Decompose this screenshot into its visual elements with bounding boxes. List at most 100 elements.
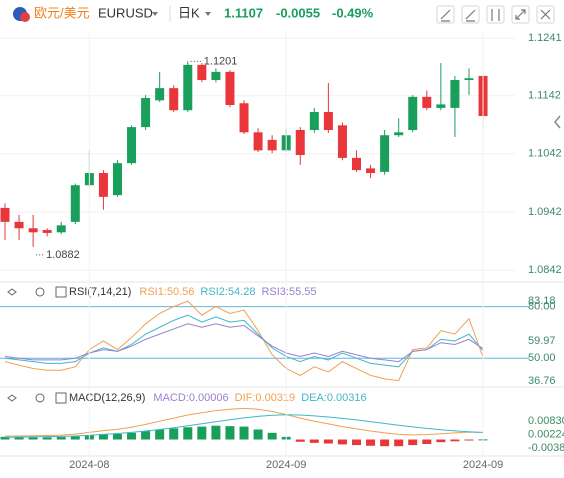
dropdown-arrow[interactable] — [205, 12, 211, 16]
candle-body — [225, 71, 235, 105]
histogram-bar — [141, 431, 151, 440]
tool-draw[interactable] — [436, 5, 455, 24]
candle-body — [380, 135, 390, 172]
candle-body — [98, 173, 108, 197]
histogram-bar — [267, 432, 277, 440]
flag-icon-2 — [20, 12, 30, 22]
annotation: 1.0882 — [46, 249, 80, 261]
eye-icon[interactable] — [7, 288, 17, 296]
histogram-bar — [309, 439, 319, 443]
histogram-bar — [225, 426, 235, 440]
histogram-bar — [211, 425, 221, 440]
candle-body — [112, 163, 122, 196]
y-tick-label: 59.97 — [528, 335, 556, 347]
param-icon[interactable] — [55, 286, 67, 298]
y-tick-label: 0.00224 — [528, 428, 564, 440]
histogram-bar — [14, 436, 24, 440]
histogram-bar — [112, 433, 122, 440]
histogram-bar — [295, 439, 305, 442]
y-tick-label: 0.00830 — [528, 415, 564, 427]
period[interactable]: 日K — [178, 5, 200, 20]
legend-entry: RSI1:50.56 — [139, 286, 194, 298]
candle-body — [450, 80, 460, 108]
candle-body — [436, 104, 446, 108]
candle-body — [155, 88, 165, 101]
histogram-bar — [337, 439, 347, 445]
candle-body — [309, 111, 319, 130]
histogram-bar — [464, 439, 474, 441]
tool-fullscreen[interactable] — [511, 5, 530, 24]
legend-entry: DIF:0.00319 — [235, 392, 296, 404]
histogram-bar — [422, 439, 432, 444]
x-tick-label: 2024-09 — [266, 459, 306, 471]
settings-icon[interactable] — [35, 287, 45, 297]
histogram-bar — [323, 439, 333, 444]
candle-body — [337, 125, 347, 158]
panel-icons — [7, 286, 67, 404]
candle-body — [56, 225, 66, 233]
histogram-bar — [42, 437, 52, 440]
tool-candle[interactable] — [486, 5, 505, 24]
candle-body — [0, 207, 10, 222]
candle-body — [14, 221, 24, 229]
series-line — [4, 414, 484, 438]
param-icon[interactable] — [55, 392, 67, 404]
candle-body — [267, 139, 277, 151]
tool-line[interactable] — [461, 5, 480, 24]
eye-icon[interactable] — [7, 394, 17, 402]
collapse-arrow[interactable] — [554, 115, 561, 129]
legend-entry: MACD:0.00006 — [153, 392, 228, 404]
histogram-bar — [450, 439, 460, 442]
histogram-bar — [0, 436, 10, 440]
histogram-bar — [28, 437, 38, 440]
series-line — [4, 314, 484, 368]
histogram-bar — [56, 437, 66, 440]
toolbar — [436, 5, 555, 24]
histogram-bar — [127, 432, 137, 440]
change: -0.0055 — [276, 5, 320, 20]
y-tick-label: 1.1042 — [528, 148, 562, 160]
y-tick-label: 1.0942 — [528, 206, 562, 218]
tool-close[interactable] — [536, 5, 555, 24]
histogram-bar — [352, 439, 361, 446]
annotation: 1.1201 — [204, 55, 238, 67]
indicator-title: MACD(12,26,9) — [69, 392, 145, 404]
histogram-bar — [253, 429, 263, 440]
candle-body — [295, 130, 305, 155]
histogram-bar — [183, 427, 193, 440]
candle-body — [169, 88, 179, 111]
legend-entry: RSI2:54.28 — [200, 286, 255, 298]
candle-body — [183, 64, 193, 111]
series-line — [4, 407, 484, 437]
pair-name: 欧元/美元 — [34, 5, 90, 20]
legend-entry: DEA:0.00316 — [301, 392, 366, 404]
price: 1.1107 — [224, 5, 263, 20]
candle-body — [141, 98, 151, 128]
symbol[interactable]: EURUSD — [98, 5, 153, 20]
candle-body — [211, 71, 221, 80]
candle-body — [422, 96, 432, 108]
y-tick-label: 36.76 — [528, 375, 556, 387]
candle-body — [197, 64, 207, 80]
histogram-bar — [408, 439, 418, 446]
y-tick-label: 1.1241 — [528, 32, 562, 44]
candle-body — [28, 228, 38, 233]
histogram-bar — [436, 439, 446, 443]
candle-body — [352, 157, 361, 171]
x-tick-label: 2024-08 — [69, 459, 109, 471]
y-tick-label: 1.1142 — [528, 90, 561, 102]
candle-body — [127, 127, 137, 164]
histogram-bar — [169, 428, 179, 440]
y-tick-label: 80.00 — [528, 301, 556, 313]
histogram-bar — [155, 429, 165, 440]
histogram-bar — [70, 436, 80, 440]
dropdown-arrow[interactable] — [152, 12, 158, 16]
settings-icon[interactable] — [35, 393, 45, 403]
x-tick-label: 2024-09 — [463, 459, 503, 471]
candle-body — [366, 168, 376, 174]
candle-body — [239, 103, 249, 133]
candle-body — [253, 132, 263, 151]
series-line — [4, 323, 484, 363]
y-tick-label: 50.00 — [528, 352, 556, 364]
